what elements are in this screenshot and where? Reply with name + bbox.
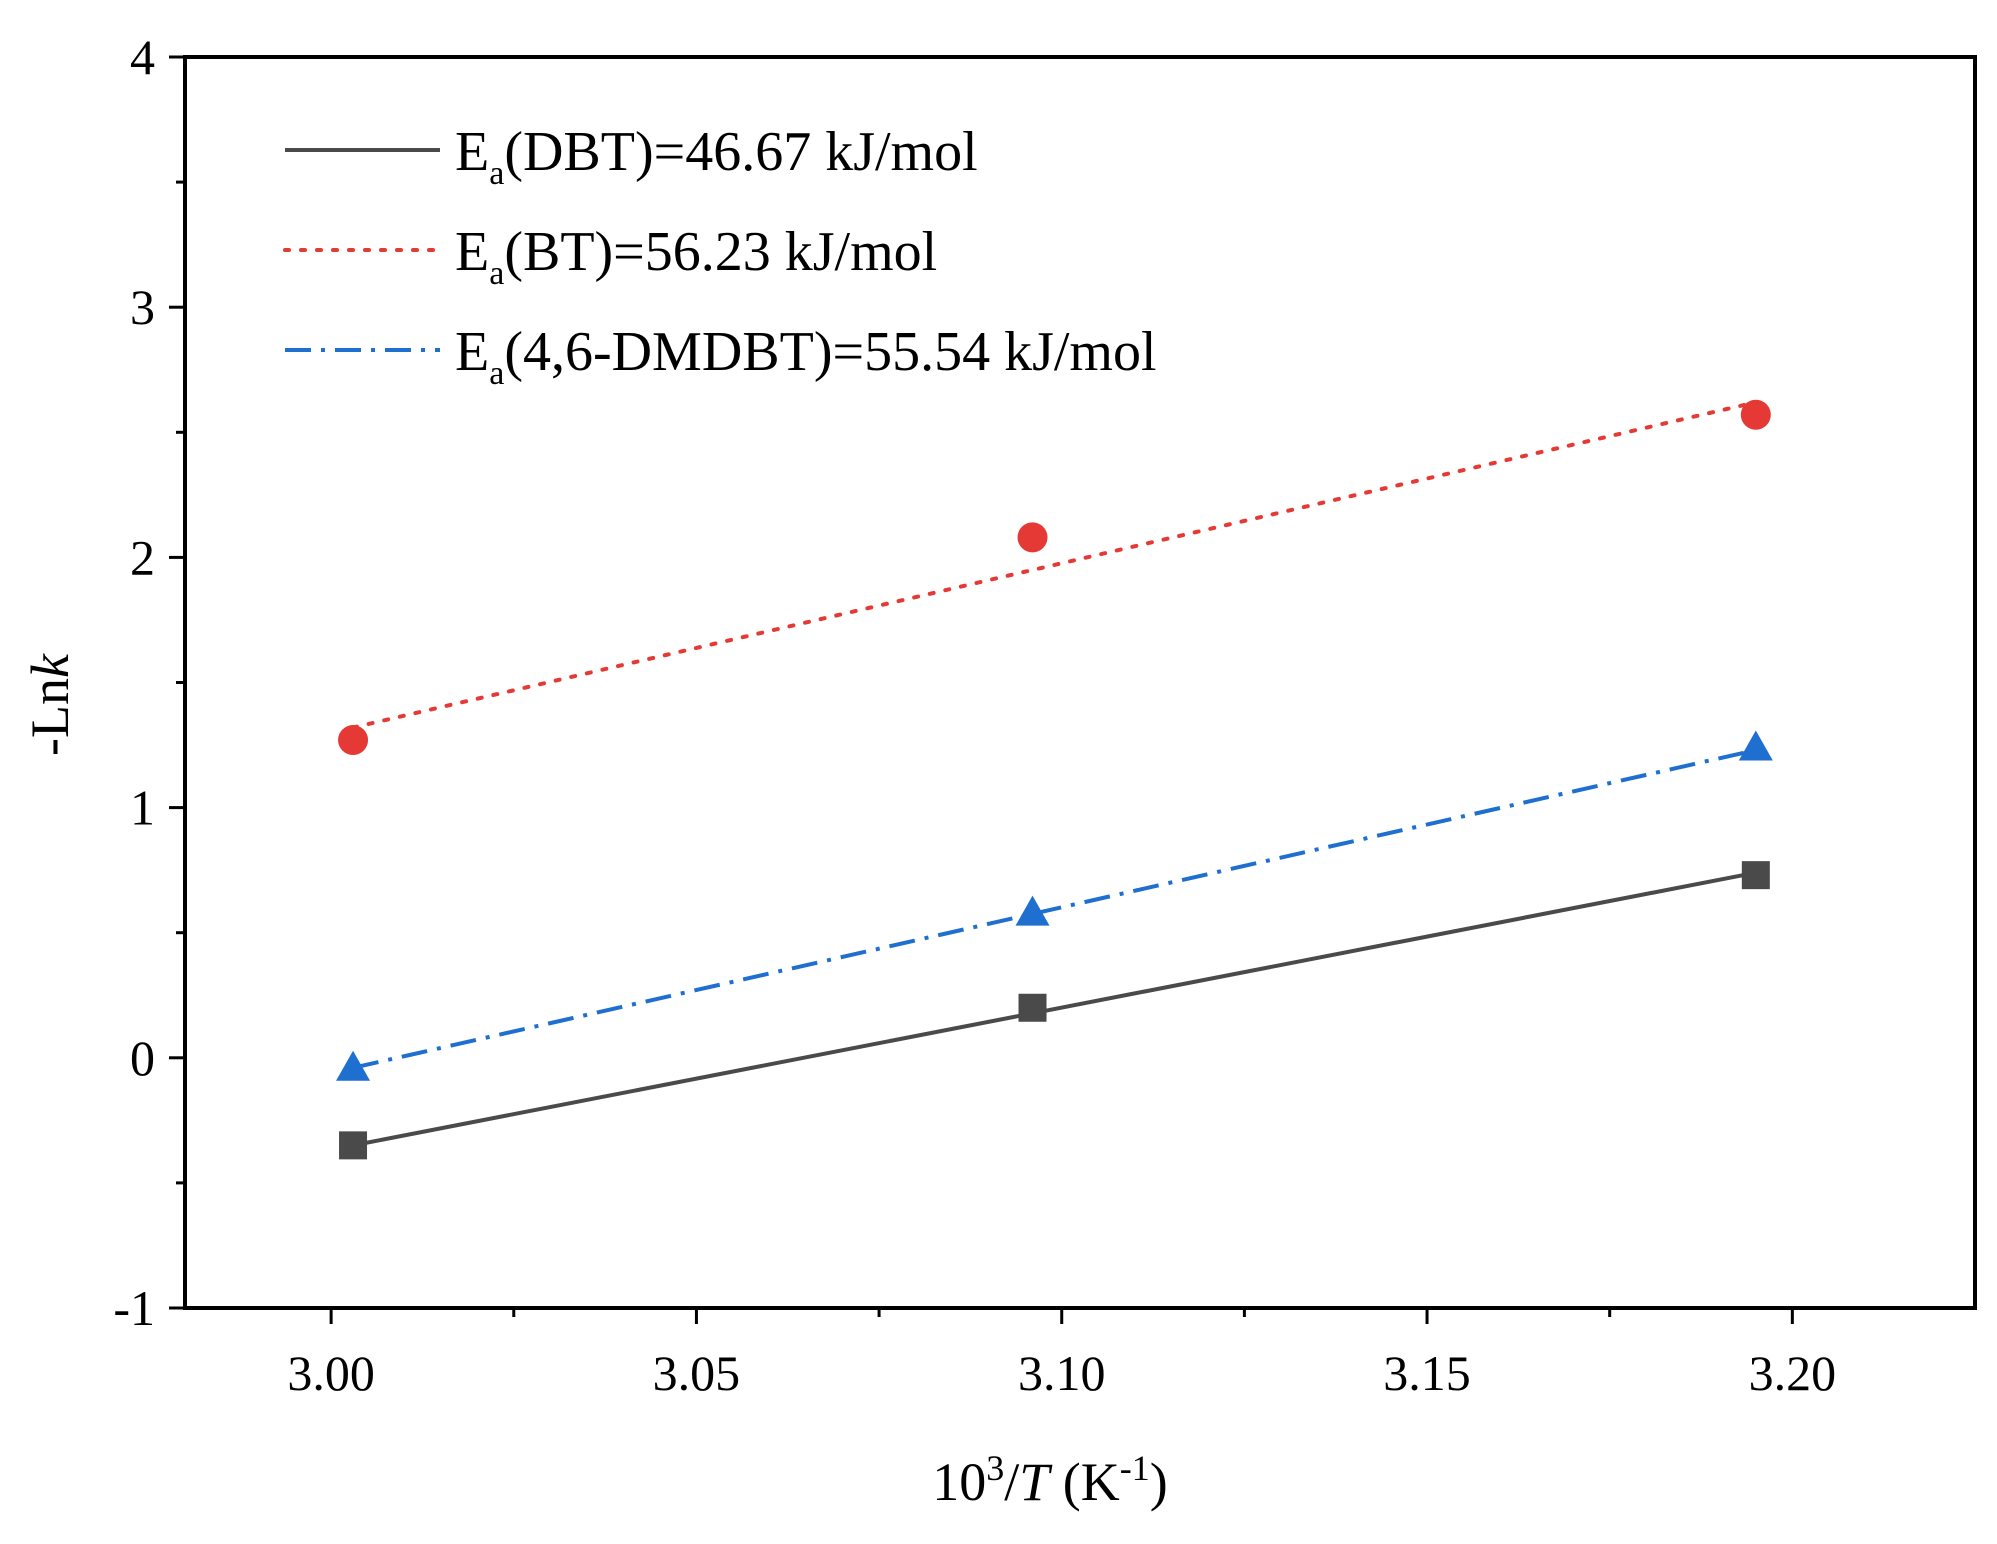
y-tick-label: 3 xyxy=(130,279,155,335)
legend-label-dbt: Ea(DBT)=46.67 kJ/mol xyxy=(455,121,978,192)
series-dbt xyxy=(339,861,1770,1160)
x-tick-label: 3.20 xyxy=(1749,1345,1837,1401)
data-point-bt xyxy=(1740,399,1771,430)
legend: Ea(DBT)=46.67 kJ/mol Ea(BT)=56.23 kJ/mol… xyxy=(283,121,1157,392)
x-tick-label: 3.05 xyxy=(653,1345,741,1401)
plot-area xyxy=(336,399,1773,1160)
fit-line-dbt xyxy=(352,870,1757,1148)
y-tick-label: 0 xyxy=(130,1030,155,1086)
y-tick-label: -1 xyxy=(113,1280,155,1336)
series-4-6-dmdbt xyxy=(336,730,1773,1081)
axes: 3.00 3.05 3.10 3.15 3.20 -1 0 1 2 3 4 xyxy=(113,29,1977,1401)
x-tick-label: 3.15 xyxy=(1383,1345,1471,1401)
y-tick-label: 1 xyxy=(130,780,155,836)
y-tick-label: 2 xyxy=(130,529,155,585)
data-point-dbt xyxy=(339,1131,368,1160)
x-axis-title: 103/T (K-1) xyxy=(932,1448,1168,1512)
legend-label-bt: Ea(BT)=56.23 kJ/mol xyxy=(455,221,937,292)
y-tick-label: 4 xyxy=(130,29,155,85)
data-point-dbt xyxy=(1741,861,1770,890)
fit-line-4-6-dmdbt xyxy=(352,748,1757,1070)
data-point-4-6-dmdbt xyxy=(1015,895,1050,926)
legend-label-dmdbt: Ea(4,6-DMDBT)=55.54 kJ/mol xyxy=(455,321,1157,392)
series-bt xyxy=(338,399,1771,756)
data-point-bt xyxy=(338,725,369,756)
fit-line-bt xyxy=(351,400,1758,730)
y-axis-title: -Lnk xyxy=(20,653,80,756)
data-point-4-6-dmdbt xyxy=(1738,730,1773,761)
x-tick-label: 3.00 xyxy=(287,1345,375,1401)
x-tick-label: 3.10 xyxy=(1018,1345,1106,1401)
data-point-4-6-dmdbt xyxy=(336,1050,371,1081)
data-point-dbt xyxy=(1018,993,1047,1022)
data-point-bt xyxy=(1017,522,1048,553)
